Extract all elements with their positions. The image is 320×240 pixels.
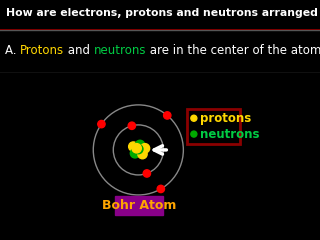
FancyBboxPatch shape	[187, 109, 240, 144]
Text: Bohr Atom: Bohr Atom	[102, 199, 176, 212]
Text: and: and	[64, 44, 94, 57]
Circle shape	[130, 149, 140, 158]
Text: A.: A.	[5, 44, 20, 57]
Circle shape	[191, 115, 197, 121]
Circle shape	[138, 150, 147, 159]
Text: How are electrons, protons and neutrons arranged in the atom?: How are electrons, protons and neutrons …	[6, 8, 320, 18]
Text: are in the center of the atom.: are in the center of the atom.	[147, 44, 320, 57]
Circle shape	[157, 185, 164, 192]
Circle shape	[98, 120, 105, 128]
Circle shape	[129, 142, 138, 151]
Circle shape	[191, 131, 197, 137]
Circle shape	[135, 140, 145, 150]
Text: protons: protons	[200, 112, 251, 125]
Circle shape	[132, 144, 141, 153]
Circle shape	[134, 144, 143, 154]
Text: neutrons: neutrons	[94, 44, 147, 57]
Circle shape	[140, 144, 150, 153]
Circle shape	[143, 170, 150, 177]
Circle shape	[128, 122, 135, 129]
Circle shape	[164, 112, 171, 119]
Text: neutrons: neutrons	[200, 128, 260, 141]
Text: Protons: Protons	[20, 44, 64, 57]
FancyBboxPatch shape	[115, 196, 163, 215]
